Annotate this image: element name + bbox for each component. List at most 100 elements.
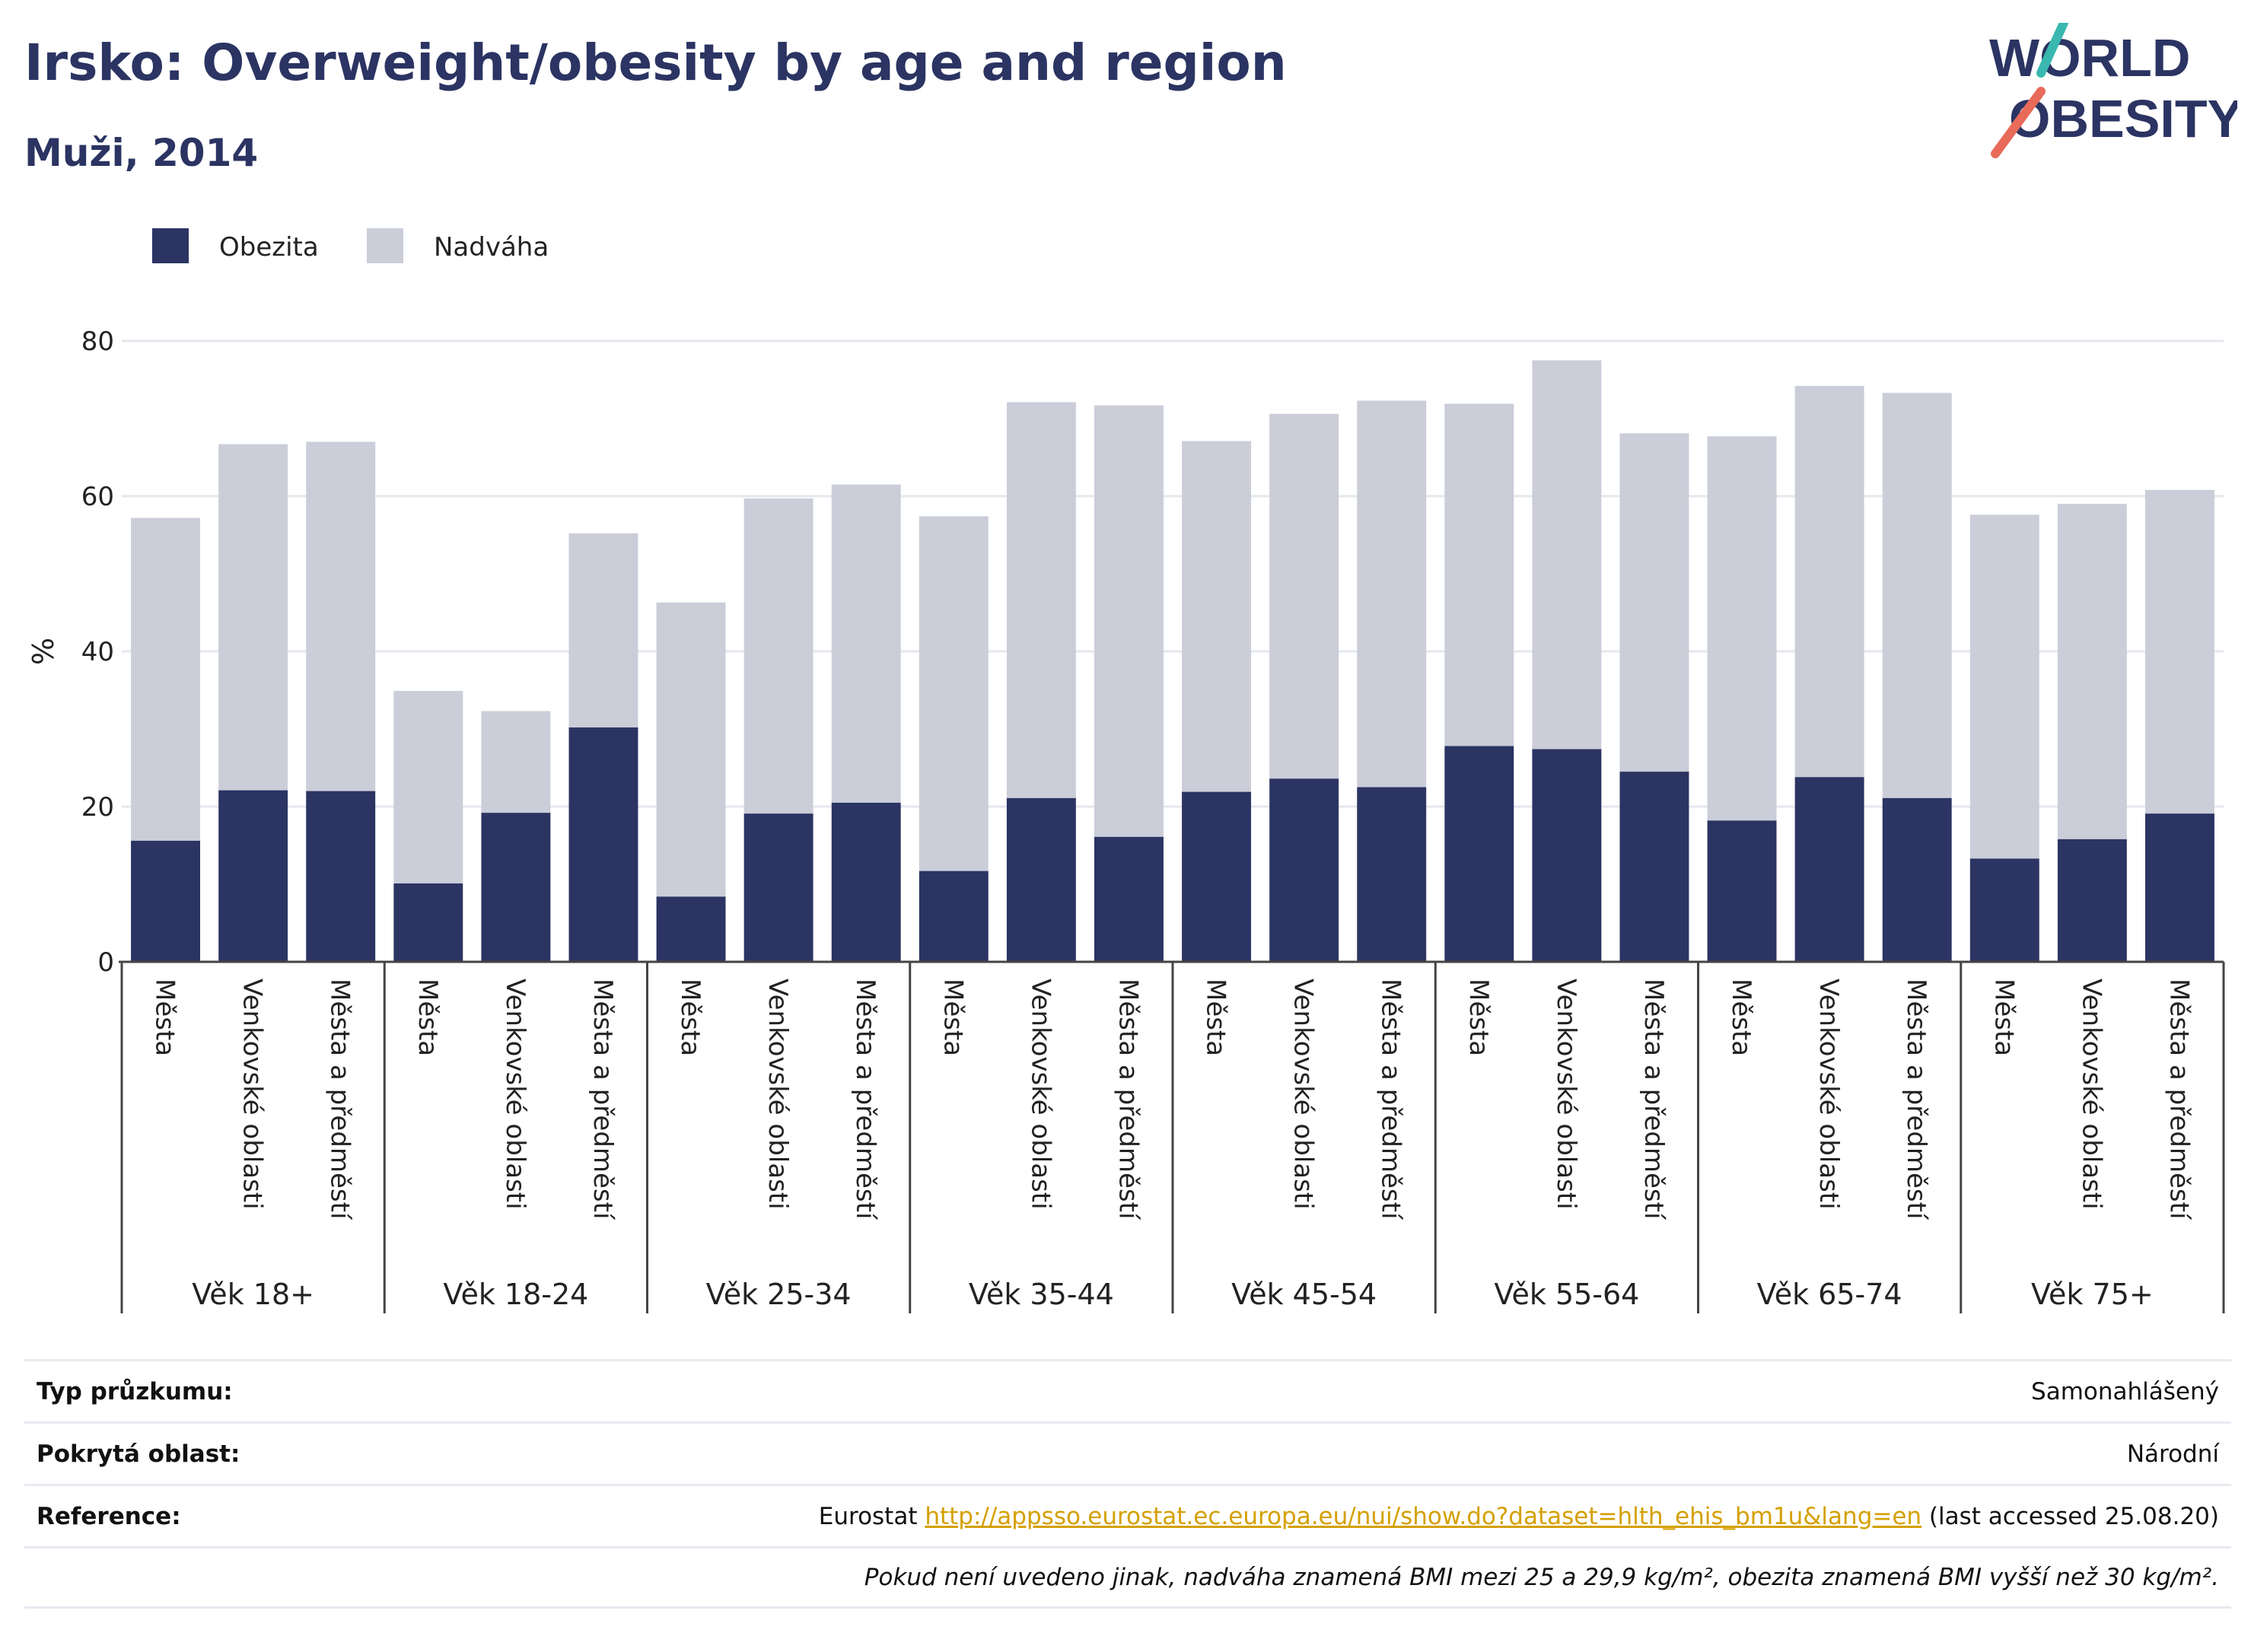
legend-label: Obezita (219, 232, 319, 263)
reference-prefix: Eurostat (818, 1502, 925, 1530)
bar-overweight (831, 484, 901, 803)
bar-obesity (2145, 813, 2214, 962)
x-tick-label: Města a předměstí (850, 979, 880, 1221)
info-value: Samonahlášený (2031, 1377, 2219, 1405)
logo-line2: OBESITY (2009, 89, 2237, 148)
group-label: Věk 18-24 (443, 1278, 588, 1311)
world-obesity-logo: WORLD OBESITY (1989, 23, 2237, 158)
bar-overweight (1794, 386, 1864, 778)
info-label: Reference: (37, 1502, 181, 1530)
bar-overweight (1094, 405, 1164, 837)
bar-overweight (1532, 360, 1602, 750)
bar-obesity (919, 871, 989, 962)
group-label: Věk 75+ (2031, 1278, 2154, 1311)
bar-obesity (1094, 836, 1164, 962)
info-row-survey-type: Typ průzkumu: Samonahlášený (24, 1359, 2231, 1421)
x-tick-label: Venkovské oblasti (500, 979, 530, 1210)
info-row-note: Pokud není uvedeno jinak, nadváha znamen… (24, 1546, 2231, 1609)
logo-teal-stroke (2036, 23, 2068, 78)
x-tick-label: Venkovské oblasti (1813, 979, 1844, 1210)
bar-obesity (131, 840, 200, 962)
bar-overweight (481, 711, 551, 813)
bar-obesity (1532, 749, 1602, 962)
x-tick-label: Venkovské oblasti (2076, 979, 2106, 1210)
bar-obesity (2057, 839, 2127, 962)
group-label: Věk 55-64 (1494, 1278, 1639, 1311)
x-tick-label: Města (1201, 979, 1231, 1056)
x-tick-label: Města (1988, 979, 2019, 1056)
x-tick-label: Města (675, 979, 705, 1056)
bar-obesity (1269, 778, 1339, 962)
bar-obesity (306, 791, 376, 962)
bar-obesity (1006, 797, 1076, 962)
group-label: Věk 18+ (192, 1278, 314, 1311)
x-tick-label: Venkovské oblasti (763, 979, 793, 1210)
bar-obesity (1182, 791, 1251, 962)
y-tick-label: 40 (81, 637, 114, 667)
bar-overweight (1182, 441, 1251, 792)
legend-swatch (152, 228, 189, 263)
info-value: Eurostat http://appsso.eurostat.ec.europ… (819, 1503, 2219, 1530)
info-row-area: Pokrytá oblast: Národní (24, 1421, 2231, 1484)
x-tick-label: Města a předměstí (587, 979, 618, 1221)
bar-obesity (1619, 772, 1689, 962)
bar-obesity (1969, 858, 2039, 962)
reference-link[interactable]: http://appsso.eurostat.ec.europa.eu/nui/… (925, 1502, 1922, 1530)
axes: 0 20 40 60 80% Města Venkovské oblasti Města a … (27, 326, 2225, 1313)
bar-overweight (1707, 436, 1777, 821)
y-tick-label: 60 (81, 482, 114, 512)
x-tick-label: Venkovské oblasti (1551, 979, 1581, 1210)
group-label: Věk 45-54 (1231, 1278, 1377, 1311)
x-tick-label: Města a předměstí (1113, 979, 1143, 1221)
bar-overweight (1357, 400, 1427, 788)
x-tick-label: Města a předměstí (1376, 979, 1406, 1221)
legend: Obezita Nadváha (152, 228, 549, 263)
reference-suffix: (last accessed 25.08.20) (1921, 1502, 2219, 1530)
x-tick-label: Města (1463, 979, 1494, 1056)
y-tick-label: 0 (97, 947, 114, 978)
bar-obesity (1707, 820, 1777, 962)
bar-overweight (218, 444, 288, 791)
bar-obesity (1794, 777, 1864, 962)
x-tick-label: Venkovské oblasti (1025, 979, 1055, 1210)
bar-overweight (393, 691, 463, 883)
bar-overweight (1269, 413, 1339, 779)
y-tick-label: 80 (81, 326, 114, 357)
bar-overweight (306, 441, 376, 791)
definition-note: Pokud není uvedeno jinak, nadváha znamen… (864, 1564, 2219, 1591)
x-tick-label: Venkovské oblasti (1288, 979, 1319, 1210)
x-tick-label: Města (412, 979, 443, 1056)
x-tick-label: Města (938, 979, 968, 1056)
bar-obesity (743, 813, 813, 962)
bar-overweight (919, 516, 989, 871)
bar-overweight (131, 517, 200, 841)
x-tick-label: Města a předměstí (2163, 979, 2194, 1221)
x-tick-label: Města a předměstí (1901, 979, 1931, 1221)
x-tick-label: Města a předměstí (1638, 979, 1669, 1221)
info-label: Typ průzkumu: (37, 1377, 233, 1405)
bar-overweight (1969, 514, 2039, 859)
info-value: Národní (2126, 1440, 2219, 1468)
info-row-reference: Reference: Eurostat http://appsso.eurost… (24, 1484, 2231, 1546)
bar-overweight (2145, 489, 2214, 814)
x-tick-label: Města (1726, 979, 1756, 1056)
bars (131, 360, 2214, 962)
page-title: Irsko: Overweight/obesity by age and reg… (24, 33, 1287, 92)
info-table: Typ průzkumu: Samonahlášený Pokrytá obla… (24, 1359, 2231, 1609)
bar-obesity (656, 896, 726, 962)
x-tick-label: Venkovské oblasti (237, 979, 268, 1210)
bar-overweight (2057, 504, 2127, 839)
info-label: Pokrytá oblast: (37, 1440, 240, 1468)
bar-overweight (1882, 393, 1952, 798)
bar-obesity (568, 727, 638, 962)
bar-overweight (1619, 433, 1689, 772)
bar-overweight (1444, 403, 1514, 746)
bar-obesity (1357, 787, 1427, 962)
bar-overweight (656, 602, 726, 897)
chart: Obezita Nadváha 0 20 40 60 80% Města Venkovské … (27, 228, 2225, 1313)
bar-overweight (568, 533, 638, 727)
bar-obesity (1882, 797, 1952, 962)
group-label: Věk 65-74 (1757, 1278, 1902, 1311)
bar-obesity (218, 790, 288, 962)
bar-obesity (481, 813, 551, 962)
